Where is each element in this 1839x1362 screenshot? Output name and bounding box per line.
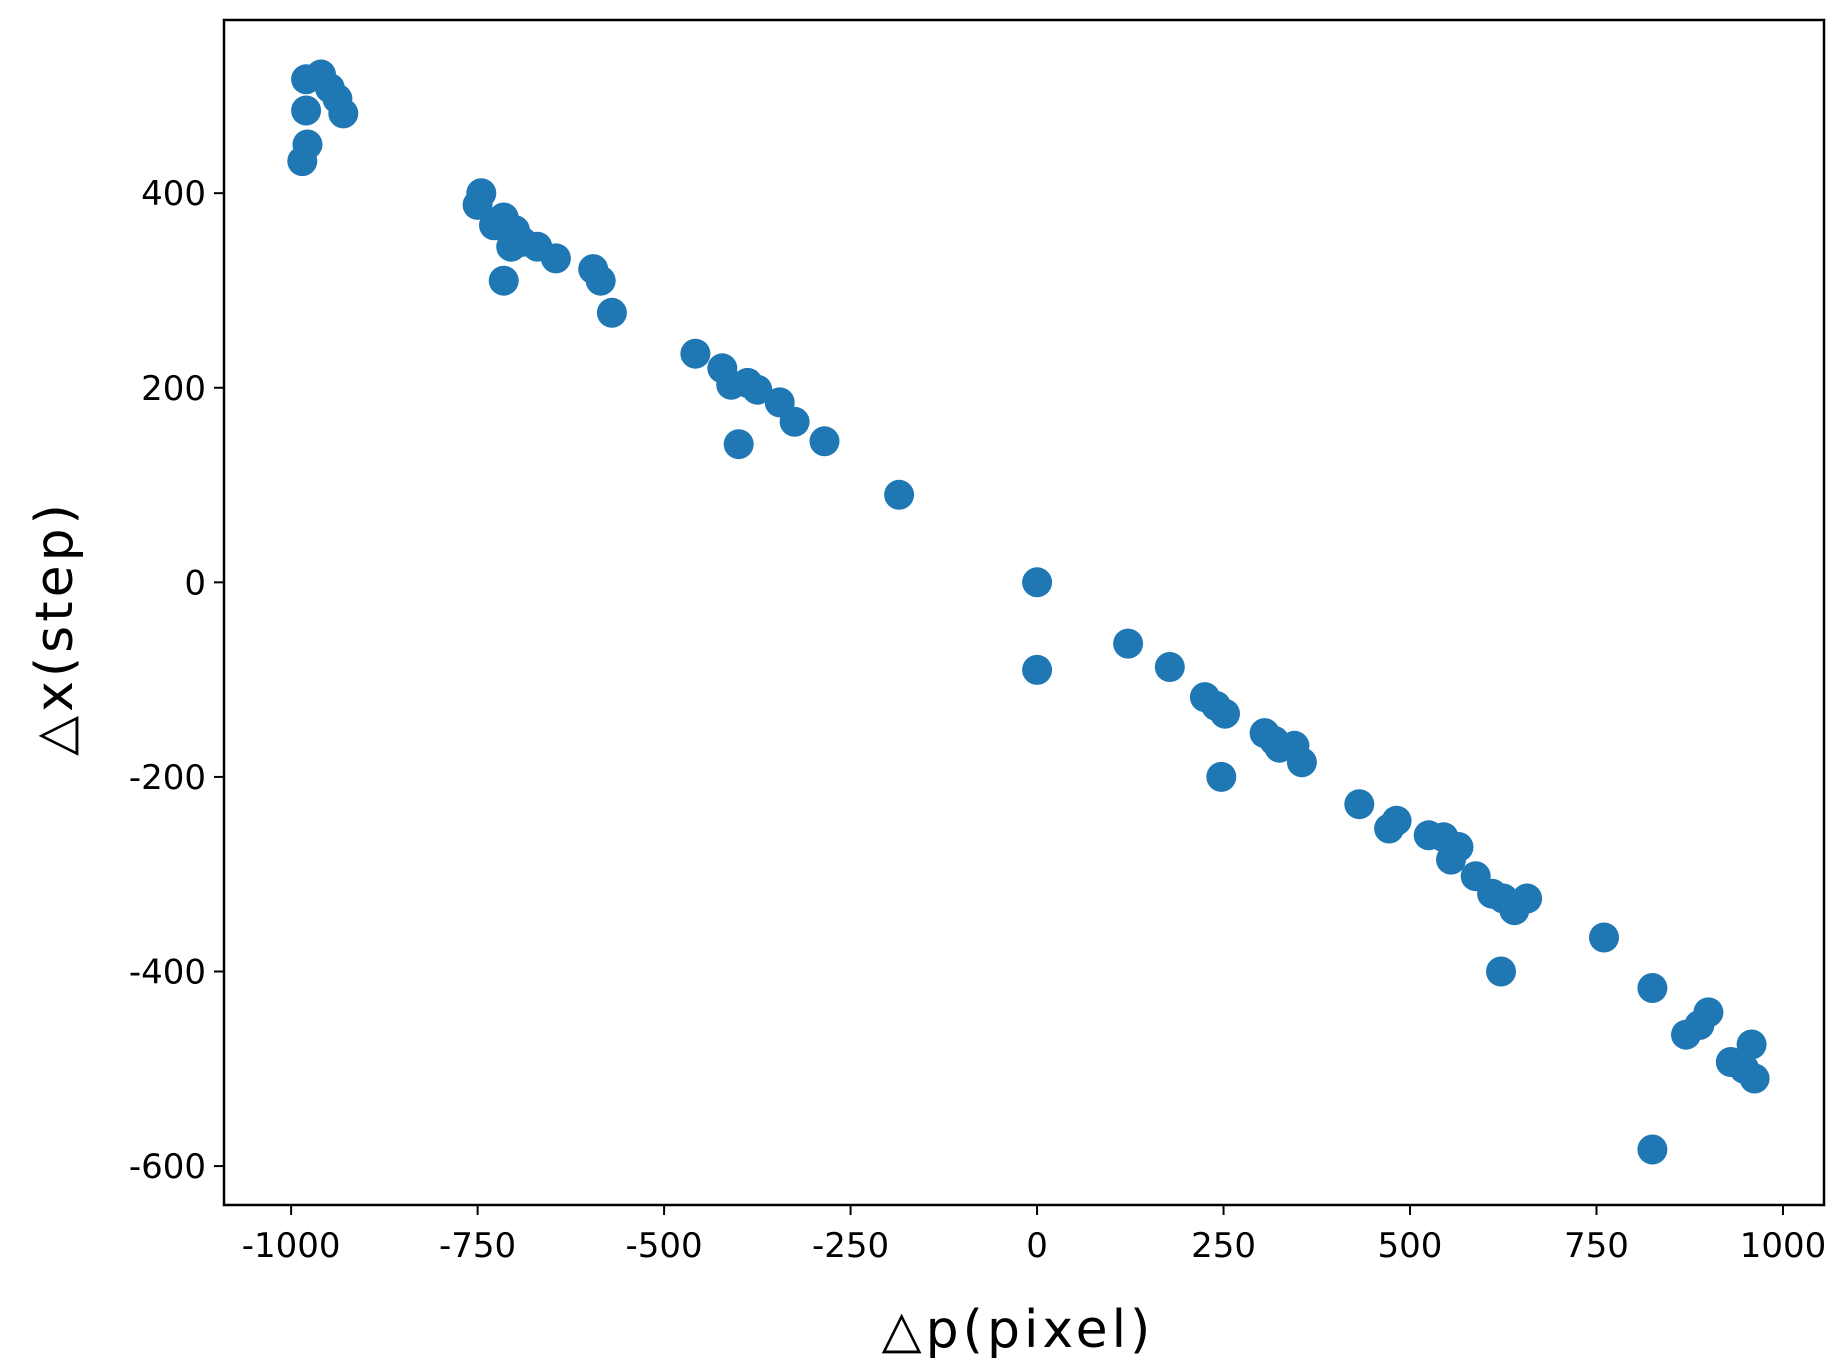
data-point xyxy=(1443,832,1474,862)
data-point xyxy=(1154,652,1185,682)
data-point xyxy=(809,426,840,457)
x-tick-label: -750 xyxy=(439,1226,516,1266)
data-point xyxy=(328,98,359,129)
data-point xyxy=(1486,956,1516,987)
data-point xyxy=(1693,997,1724,1028)
x-tick-label: -500 xyxy=(626,1226,703,1266)
y-tick-label: 0 xyxy=(184,563,206,603)
x-tick-label: 500 xyxy=(1378,1226,1443,1266)
y-tick-label: -200 xyxy=(129,758,206,798)
data-point xyxy=(680,338,711,369)
data-point xyxy=(488,265,519,296)
data-point xyxy=(1022,654,1053,685)
data-point xyxy=(1286,747,1317,778)
data-point xyxy=(596,297,627,328)
x-tick-label: -250 xyxy=(812,1226,889,1266)
y-axis-label: △x(step) xyxy=(25,500,85,756)
data-point xyxy=(1022,567,1053,598)
data-point xyxy=(462,189,493,220)
data-point xyxy=(1206,761,1237,792)
data-point xyxy=(723,429,754,460)
plot-frame xyxy=(222,18,1826,1207)
x-tick-label: 750 xyxy=(1564,1226,1629,1266)
data-point xyxy=(1210,698,1240,729)
data-point xyxy=(884,479,915,510)
data-point xyxy=(1739,1063,1770,1094)
data-point xyxy=(1113,628,1144,659)
data-point xyxy=(585,265,616,296)
data-points xyxy=(287,59,1770,1165)
data-point xyxy=(291,95,322,126)
data-point xyxy=(1381,805,1412,836)
data-point xyxy=(1344,789,1375,820)
data-point xyxy=(779,406,810,437)
data-point xyxy=(1637,973,1668,1003)
y-tick-label: -400 xyxy=(129,953,206,993)
x-tick-label: 250 xyxy=(1191,1226,1256,1266)
data-point xyxy=(287,146,318,177)
data-point xyxy=(1736,1029,1767,1060)
x-axis-label: △p(pixel) xyxy=(882,1300,1155,1360)
x-tick-label: -1000 xyxy=(242,1226,341,1266)
data-point xyxy=(1589,922,1619,953)
y-tick-label: 200 xyxy=(141,369,206,409)
data-point xyxy=(742,374,773,405)
data-point xyxy=(1512,883,1543,914)
x-axis-ticks: -1000 -750 -500 -250 0 250 500 750 1000 xyxy=(242,1205,1827,1266)
x-tick-label: 1000 xyxy=(1740,1226,1827,1266)
x-tick-label: 0 xyxy=(1026,1226,1048,1266)
y-tick-label: -600 xyxy=(129,1147,206,1187)
data-point xyxy=(1637,1134,1668,1165)
data-point xyxy=(540,243,571,274)
y-axis-ticks: -600 -400 -200 0 200 400 xyxy=(129,174,224,1187)
y-tick-label: 400 xyxy=(141,174,206,214)
